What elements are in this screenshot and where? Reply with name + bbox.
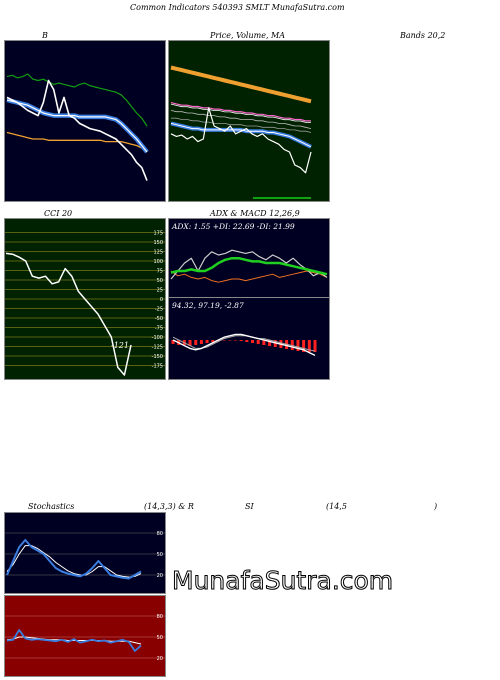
adx-panel: ADX: 1.55 +DI: 22.69 -DI: 21.99 (168, 218, 330, 298)
ma-mid-line (170, 102, 311, 122)
rsi-line (6, 629, 142, 652)
cci-panel: 175 150 125 100 75 50 25 0 -25 -50 -75 -100 -125 -150… (4, 218, 166, 380)
adx-values-label: ADX: 1.55 +DI: 22.69 -DI: 21.99 (171, 222, 295, 231)
cci-tick-label: -50 (155, 316, 163, 322)
bollinger-chart (6, 73, 149, 181)
cci-tick-label: 0 (160, 297, 163, 303)
middle-band-core-line (6, 99, 148, 153)
cci-tick-label: 25 (157, 288, 163, 294)
macd-histogram-bar (199, 340, 203, 344)
macd-histogram-bar (268, 340, 272, 346)
ma-mid-shadow-line (170, 103, 311, 123)
cci-title: CCI 20 (44, 209, 73, 218)
macd-line (172, 333, 316, 357)
cci-tick-label: -150 (152, 354, 163, 360)
macd-histogram-bar (171, 340, 175, 344)
macd-histogram-bar (211, 340, 215, 342)
ma-a-line (170, 110, 312, 129)
macd-histogram-bar (296, 340, 300, 351)
macd-histogram-bar (233, 340, 237, 341)
minus-di-line (170, 270, 328, 283)
bands-title-mid: Price, Volume, MA (210, 31, 286, 40)
cci-tick-label: 125 (153, 250, 163, 256)
cci-tick-label: -175 (152, 364, 163, 370)
price-line (170, 107, 312, 174)
cci-chart: 175 150 125 100 75 50 25 0 -25 -50 -75 -100 -125 -150… (5, 231, 165, 376)
bands-title-right: Bands 20,2 (400, 31, 446, 40)
macd-histogram-bar (245, 340, 249, 342)
macd-histogram-bar (256, 340, 260, 344)
stoch-title-b: (14,3,3) & R (144, 502, 194, 511)
price-ma-chart (170, 65, 312, 199)
macd-histogram-bar (205, 340, 209, 343)
stoch-d-line (6, 545, 142, 578)
stoch-title-e: ) (434, 502, 438, 511)
watermark: MunafaSutra.com (171, 566, 394, 596)
macd-histogram-bar (262, 340, 266, 345)
price-line (6, 79, 148, 181)
ma-long-line (170, 65, 312, 104)
macd-histogram-bar (251, 340, 255, 343)
bands-title-left: B (42, 31, 48, 40)
ma-blue-core-line (170, 122, 312, 148)
stoch-tick-label: 50 (157, 552, 163, 558)
cci-tick-label: 75 (157, 269, 163, 275)
cci-tick-label: -125 (152, 345, 163, 351)
stochastics-panel: 80 50 20 (4, 512, 166, 594)
rsi-tick-label: 80 (157, 614, 163, 620)
upper-band-line (6, 73, 148, 127)
macd-histogram-bar (290, 340, 294, 350)
macd-histogram-bar (302, 340, 306, 352)
ma-b-line (171, 117, 312, 133)
cci-last-value-label: -121 (111, 341, 129, 350)
rsi-chart: 80 50 20 (5, 614, 165, 662)
macd-panel: 94.32, 97.19, -2.87 (168, 297, 330, 380)
adx-macd-title: ADX & MACD 12,26,9 (210, 209, 300, 218)
plus-di-line (170, 249, 328, 280)
stoch-tick-label: 80 (157, 531, 163, 537)
middle-band-line (6, 97, 149, 154)
macd-histogram-bar (194, 340, 198, 345)
adx-line (170, 256, 328, 276)
macd-histogram-bar (313, 340, 317, 352)
cci-tick-label: 50 (157, 278, 163, 284)
cci-tick-label: 150 (153, 240, 163, 246)
chart-header-title: Common Indicators 540393 SMLT MunafaSutr… (130, 3, 345, 12)
stoch-title-c: SI (245, 502, 254, 511)
stoch-tick-label: 20 (157, 573, 163, 579)
stoch-title-a: Stochastics (28, 502, 75, 511)
macd-histogram-bar (188, 340, 192, 346)
ma-blue-line (170, 121, 312, 149)
macd-histogram-bar (307, 340, 311, 352)
rsi-tick-label: 50 (157, 635, 163, 641)
macd-values-label: 94.32, 97.19, -2.87 (172, 301, 244, 310)
cci-tick-label: -25 (155, 307, 163, 313)
stochastics-chart: 80 50 20 (5, 531, 165, 580)
cci-tick-label: -100 (152, 335, 163, 341)
price-ma-panel (168, 40, 330, 202)
stoch-k-line (6, 539, 142, 580)
stoch-title-d: (14,5 (326, 502, 347, 511)
rsi-tick-label: 20 (157, 656, 163, 662)
bollinger-panel (4, 40, 166, 202)
adx-chart: ADX: 1.55 +DI: 22.69 -DI: 21.99 (170, 222, 328, 283)
cci-tick-label: -75 (155, 326, 163, 332)
rsi-panel: 80 50 20 (4, 595, 166, 677)
lower-band-line (6, 131, 148, 153)
macd-chart: 94.32, 97.19, -2.87 (171, 301, 317, 357)
cci-line (5, 252, 132, 376)
macd-histogram-bar (222, 340, 226, 341)
macd-histogram-bar (239, 340, 243, 341)
cci-tick-label: 100 (153, 259, 163, 265)
macd-histogram-bar (228, 340, 232, 341)
cci-tick-label: 175 (153, 231, 163, 237)
